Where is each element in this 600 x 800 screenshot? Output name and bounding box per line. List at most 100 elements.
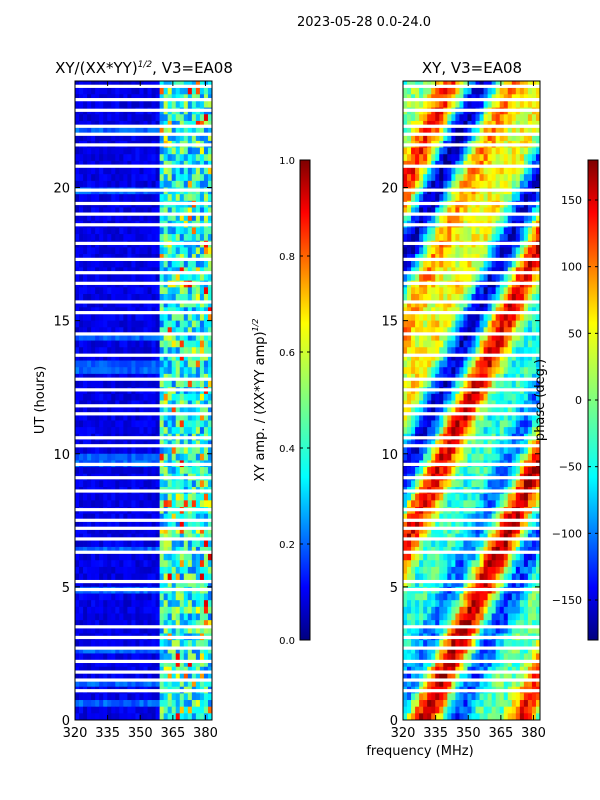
heatmap-cell — [95, 533, 100, 541]
heatmap-cell — [139, 287, 144, 295]
heatmap-cell — [483, 347, 489, 355]
heatmap-cell — [147, 640, 152, 648]
heatmap-cell — [139, 646, 144, 654]
heatmap-cell — [451, 333, 456, 341]
heatmap-cell — [159, 294, 165, 302]
heatmap-cell — [79, 493, 84, 501]
heatmap-cell — [167, 680, 173, 688]
heatmap-cell — [87, 407, 92, 415]
heatmap-cell — [119, 353, 124, 361]
heatmap-cell — [111, 560, 116, 568]
heatmap-cell — [79, 427, 84, 435]
heatmap-cell — [87, 447, 92, 455]
heatmap-cell — [195, 327, 201, 335]
heatmap-cell — [499, 274, 505, 282]
heatmap-cell — [439, 287, 444, 295]
heatmap-cell — [79, 546, 84, 554]
heatmap-cell — [511, 360, 517, 368]
heatmap-cell — [435, 247, 440, 255]
heatmap-cell — [523, 207, 529, 215]
heatmap-cell — [163, 493, 169, 501]
heatmap-cell — [103, 327, 108, 335]
heatmap-cell — [191, 234, 197, 242]
heatmap-cell — [111, 274, 116, 282]
heatmap-cell — [119, 360, 124, 368]
heatmap-cell — [79, 693, 84, 701]
heatmap-cell — [435, 360, 440, 368]
heatmap-cell — [403, 340, 408, 348]
flagged-row — [75, 579, 212, 584]
heatmap-cell — [163, 100, 169, 109]
heatmap-cell — [159, 367, 165, 375]
heatmap-cell — [187, 294, 193, 302]
heatmap-cell — [147, 660, 152, 668]
heatmap-cell — [495, 194, 501, 202]
heatmap-cell — [175, 560, 181, 568]
heatmap-cell — [475, 100, 480, 109]
heatmap-cell — [459, 300, 464, 308]
heatmap-cell — [143, 287, 148, 295]
heatmap-cell — [455, 360, 460, 368]
heatmap-cell — [435, 160, 440, 168]
heatmap-cell — [167, 427, 173, 435]
heatmap-cell — [135, 573, 140, 581]
heatmap-cell — [459, 320, 464, 328]
heatmap-cell — [407, 393, 412, 401]
heatmap-cell — [487, 327, 493, 335]
heatmap-cell — [535, 307, 541, 315]
heatmap-cell — [123, 580, 128, 588]
heatmap-cell — [459, 100, 464, 109]
heatmap-cell — [503, 274, 509, 282]
heatmap-cell — [431, 327, 436, 335]
heatmap-cell — [135, 194, 140, 202]
heatmap-cell — [115, 320, 120, 328]
heatmap-cell — [143, 260, 148, 268]
heatmap-cell — [147, 214, 152, 222]
heatmap-cell — [531, 94, 537, 102]
heatmap-cell — [439, 254, 444, 262]
heatmap-cell — [207, 706, 213, 714]
heatmap-cell — [151, 81, 156, 89]
heatmap-cell — [167, 706, 173, 714]
heatmap-cell — [131, 500, 136, 508]
heatmap-cell — [99, 300, 104, 308]
heatmap-cell — [135, 227, 140, 235]
heatmap-cell — [119, 453, 124, 461]
heatmap-cell — [191, 180, 197, 188]
heatmap-cell — [527, 347, 533, 355]
heatmap-cell — [523, 373, 529, 381]
heatmap-cell — [171, 207, 177, 215]
heatmap-cell — [127, 227, 132, 235]
heatmap-cell — [439, 267, 444, 275]
heatmap-cell — [107, 626, 112, 634]
heatmap-cell — [103, 453, 108, 461]
heatmap-cell — [171, 673, 177, 681]
heatmap-cell — [407, 154, 412, 162]
heatmap-cell — [511, 393, 517, 401]
heatmap-cell — [95, 267, 100, 275]
heatmap-cell — [179, 560, 185, 568]
heatmap-cell — [87, 580, 92, 588]
heatmap-cell — [519, 333, 525, 341]
heatmap-cell — [175, 580, 181, 588]
heatmap-cell — [511, 367, 517, 375]
heatmap-cell — [163, 327, 169, 335]
heatmap-cell — [407, 87, 412, 95]
heatmap-cell — [423, 214, 428, 222]
heatmap-cell — [83, 673, 88, 681]
heatmap-cell — [183, 313, 189, 322]
heatmap-cell — [75, 680, 80, 688]
heatmap-cell — [127, 320, 132, 328]
heatmap-cell — [127, 134, 132, 142]
heatmap-cell — [159, 526, 165, 535]
heatmap-cell — [115, 373, 120, 381]
heatmap-cell — [499, 81, 505, 89]
heatmap-cell — [415, 247, 420, 255]
heatmap-cell — [195, 174, 201, 182]
heatmap-cell — [107, 307, 112, 315]
heatmap-cell — [123, 87, 128, 95]
heatmap-cell — [155, 267, 161, 275]
heatmap-cell — [179, 700, 185, 708]
heatmap-cell — [427, 294, 432, 302]
heatmap-cell — [119, 347, 124, 355]
